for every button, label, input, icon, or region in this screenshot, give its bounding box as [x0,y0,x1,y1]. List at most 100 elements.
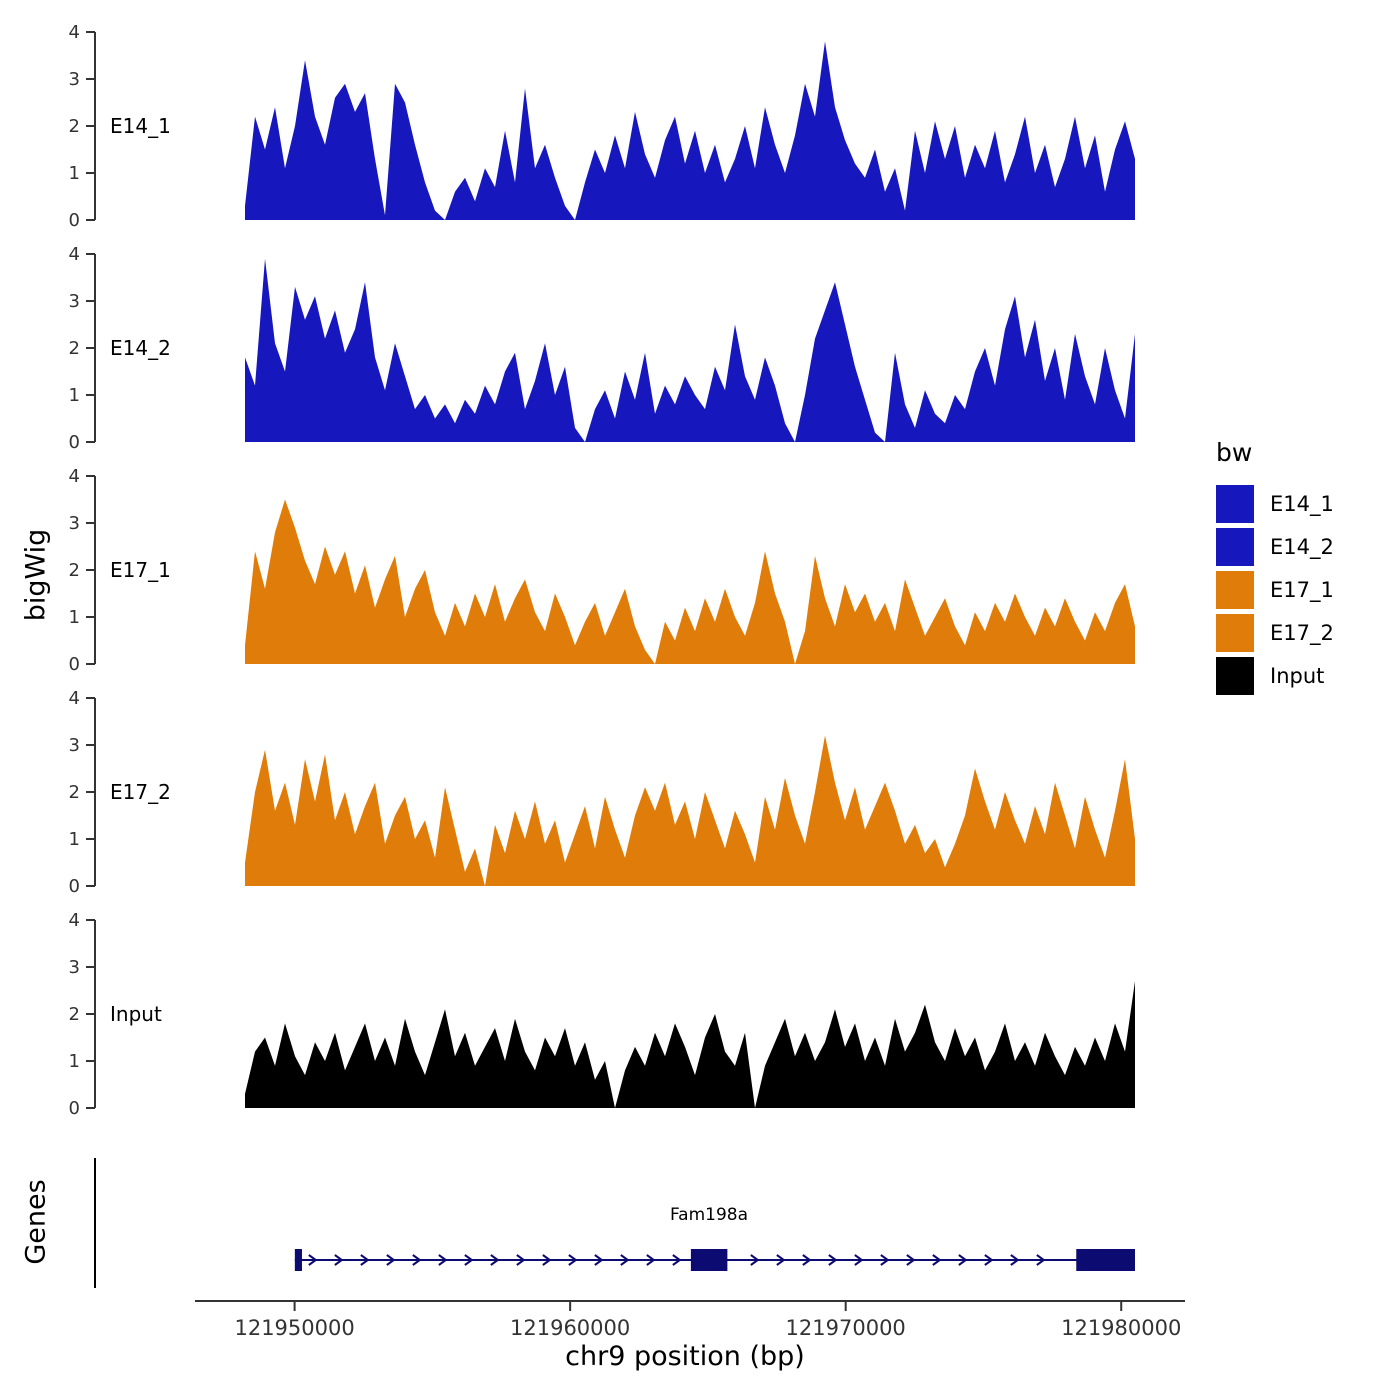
strand-arrow-icon [880,1254,890,1266]
coverage-area-Input [245,981,1135,1108]
coverage-tracks: 0 1 2 3 4 E14_1 0 1 2 3 4 E14_2 0 1 2 3 4 E17_1 0 1 2 3 4 E17_2… [0,20,1200,1130]
legend-item-label: E17_2 [1270,621,1334,645]
strand-arrow-icon [334,1254,344,1266]
y-tick-label: 2 [69,116,80,137]
strand-arrow-icon [360,1254,370,1266]
legend-item-label: E14_2 [1270,535,1334,559]
legend-swatch-icon [1216,571,1254,609]
track-label-E17_2: E17_2 [110,780,171,804]
strand-arrow-icon [646,1254,656,1266]
y-tick-label: 3 [69,735,80,756]
y-tick-label: 3 [69,513,80,534]
track-label-E14_1: E14_1 [110,114,171,138]
coverage-area-E14_2 [245,258,1135,442]
strand-arrow-icon [568,1254,578,1266]
legend-item-E14_1: E14_1 [1216,485,1334,523]
coverage-area-E17_2 [245,735,1135,886]
genes-panel: Fam198a [94,1158,1135,1288]
legend-items: E14_1 E14_2 E17_1 E17_2 Input [1216,485,1334,695]
x-tick-label: 121980000 [1061,1316,1181,1340]
strand-arrow-icon [906,1254,916,1266]
y-tick-label: 1 [69,607,80,628]
y-tick-label: 4 [69,466,80,487]
gene-exon [690,1249,728,1271]
y-tick-label: 3 [69,291,80,312]
strand-arrow-icon [438,1254,448,1266]
strand-arrow-icon [620,1254,630,1266]
legend-item-Input: Input [1216,657,1334,695]
strand-arrow-icon [958,1254,968,1266]
track-label-E17_1: E17_1 [110,558,171,582]
track-label-E14_2: E14_2 [110,336,171,360]
coverage-area-E17_1 [245,499,1135,664]
strand-arrow-icon [802,1254,812,1266]
strand-arrow-icon [490,1254,500,1266]
legend-swatch-icon [1216,528,1254,566]
legend-swatch-icon [1216,657,1254,695]
y-tick-label: 3 [69,69,80,90]
gene-name-label: Fam198a [670,1205,748,1225]
track-label-Input: Input [110,1002,162,1026]
strand-arrow-icon [542,1254,552,1266]
y-tick-label: 2 [69,1004,80,1025]
y-tick-label: 4 [69,22,80,43]
strand-arrow-icon [1036,1254,1046,1266]
legend-item-label: E17_1 [1270,578,1334,602]
strand-arrow-icon [386,1254,396,1266]
y-tick-label: 4 [69,910,80,931]
legend-item-E17_2: E17_2 [1216,614,1334,652]
x-tick-label: 121970000 [786,1316,906,1340]
legend-item-E17_1: E17_1 [1216,571,1334,609]
legend-title: bw [1216,438,1253,467]
y-tick-label: 1 [69,1051,80,1072]
strand-arrow-icon [516,1254,526,1266]
y-tick-label: 0 [69,432,80,453]
strand-arrow-icon [672,1254,682,1266]
y-tick-label: 1 [69,163,80,184]
legend: bw E14_1 E14_2 E17_1 E17_2 Input [1216,438,1334,700]
strand-arrow-icon [308,1254,318,1266]
y-tick-label: 2 [69,782,80,803]
y-tick-label: 0 [69,876,80,897]
track-E17_1: 0 1 2 3 4 E17_1 [69,466,1135,675]
x-axis-title: chr9 position (bp) [565,1341,805,1372]
strand-arrow-icon [750,1254,760,1266]
legend-item-label: Input [1270,664,1325,688]
legend-swatch-icon [1216,485,1254,523]
track-E17_2: 0 1 2 3 4 E17_2 [69,688,1135,897]
strand-arrow-icon [464,1254,474,1266]
y-tick-label: 0 [69,1098,80,1119]
strand-arrow-icon [984,1254,994,1266]
strand-arrow-icon [594,1254,604,1266]
strand-arrow-icon [932,1254,942,1266]
strand-arrow-icon [1010,1254,1020,1266]
legend-item-E14_2: E14_2 [1216,528,1334,566]
track-E14_2: 0 1 2 3 4 E14_2 [69,244,1135,453]
strand-arrow-icon [412,1254,422,1266]
track-Input: 0 1 2 3 4 Input [69,910,1135,1119]
x-tick-label: 121950000 [234,1316,354,1340]
y-tick-label: 0 [69,654,80,675]
y-tick-label: 0 [69,210,80,231]
y-tick-label: 1 [69,829,80,850]
track-E14_1: 0 1 2 3 4 E14_1 [69,22,1135,231]
y-tick-label: 3 [69,957,80,978]
x-tick-label: 121960000 [510,1316,630,1340]
strand-arrow-icon [828,1254,838,1266]
y-tick-label: 4 [69,244,80,265]
y-tick-label: 2 [69,338,80,359]
coverage-area-E14_1 [245,41,1135,221]
gene-exon [1076,1249,1135,1271]
strand-arrow-icon [854,1254,864,1266]
strand-arrow-icon [776,1254,786,1266]
y-tick-label: 4 [69,688,80,709]
x-axis-ticks: 121950000 121960000 121970000 121980000 [234,1301,1181,1340]
legend-swatch-icon [1216,614,1254,652]
legend-item-label: E14_1 [1270,492,1334,516]
y-tick-label: 2 [69,560,80,581]
y-tick-label: 1 [69,385,80,406]
gene-model [294,1249,1135,1271]
x-axis-panel: 121950000 121960000 121970000 121980000 chr… [195,1300,1185,1372]
gene-exon [294,1249,302,1271]
